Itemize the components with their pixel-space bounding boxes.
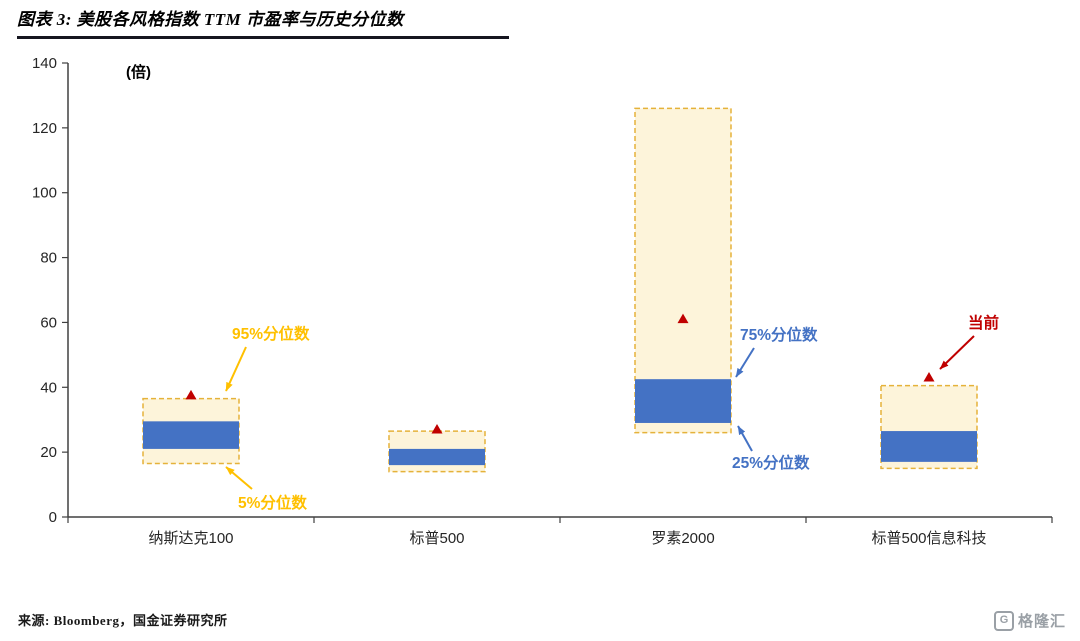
title-underline bbox=[17, 36, 509, 39]
percentile-band-25-75 bbox=[143, 421, 239, 449]
gelonghui-logo: G 格隆汇 bbox=[993, 610, 1066, 631]
x-axis-label: 罗素2000 bbox=[651, 530, 714, 547]
percentile-band-25-75 bbox=[389, 448, 485, 466]
x-axis-label: 标普500 bbox=[409, 530, 464, 547]
y-tick-label: 80 bbox=[40, 250, 57, 267]
current-marker bbox=[431, 423, 443, 434]
y-tick-label: 140 bbox=[32, 55, 57, 72]
y-axis-unit-label: (倍) bbox=[126, 63, 151, 81]
annotation-arrow bbox=[225, 466, 253, 490]
x-axis-label: 标普500信息科技 bbox=[871, 530, 986, 547]
annotation-arrow bbox=[737, 425, 753, 452]
percentile-band-5-95 bbox=[634, 107, 732, 434]
header: 图表 3: 美股各风格指数 TTM 市盈率与历史分位数 bbox=[0, 0, 1080, 39]
current-marker bbox=[185, 389, 197, 400]
annotation-arrow bbox=[225, 346, 247, 392]
source-text: 来源: Bloomberg，国金证券研究所 bbox=[18, 613, 228, 628]
y-tick-label: 120 bbox=[32, 120, 57, 137]
annotation-label: 25%分位数 bbox=[732, 453, 810, 472]
annotation-arrow bbox=[939, 335, 975, 370]
percentile-band-25-75 bbox=[635, 379, 731, 423]
annotation-label: 75%分位数 bbox=[740, 325, 818, 344]
annotation-label: 5%分位数 bbox=[238, 493, 307, 512]
y-tick-label: 60 bbox=[40, 314, 57, 331]
boxplot-chart: 0 20 40 60 80 100 120 140 纳斯达克100 标普500 罗素2000 标普50… bbox=[32, 55, 1053, 547]
x-axis-label: 纳斯达克100 bbox=[148, 530, 233, 547]
y-tick-label: 40 bbox=[40, 379, 57, 396]
current-marker bbox=[923, 372, 935, 382]
y-tick-label: 20 bbox=[40, 444, 57, 461]
chart-title: 图表 3: 美股各风格指数 TTM 市盈率与历史分位数 bbox=[17, 10, 404, 29]
annotation-arrow bbox=[735, 347, 755, 378]
y-tick-label: 100 bbox=[32, 185, 57, 202]
logo-text: 格隆汇 bbox=[1017, 613, 1066, 630]
y-tick-label: 0 bbox=[49, 509, 57, 526]
percentile-band-25-75 bbox=[881, 431, 977, 462]
logo-icon: G bbox=[993, 610, 1014, 631]
annotation-label: 95%分位数 bbox=[232, 324, 310, 343]
current-marker bbox=[677, 313, 689, 324]
annotation-label: 当前 bbox=[968, 313, 999, 332]
